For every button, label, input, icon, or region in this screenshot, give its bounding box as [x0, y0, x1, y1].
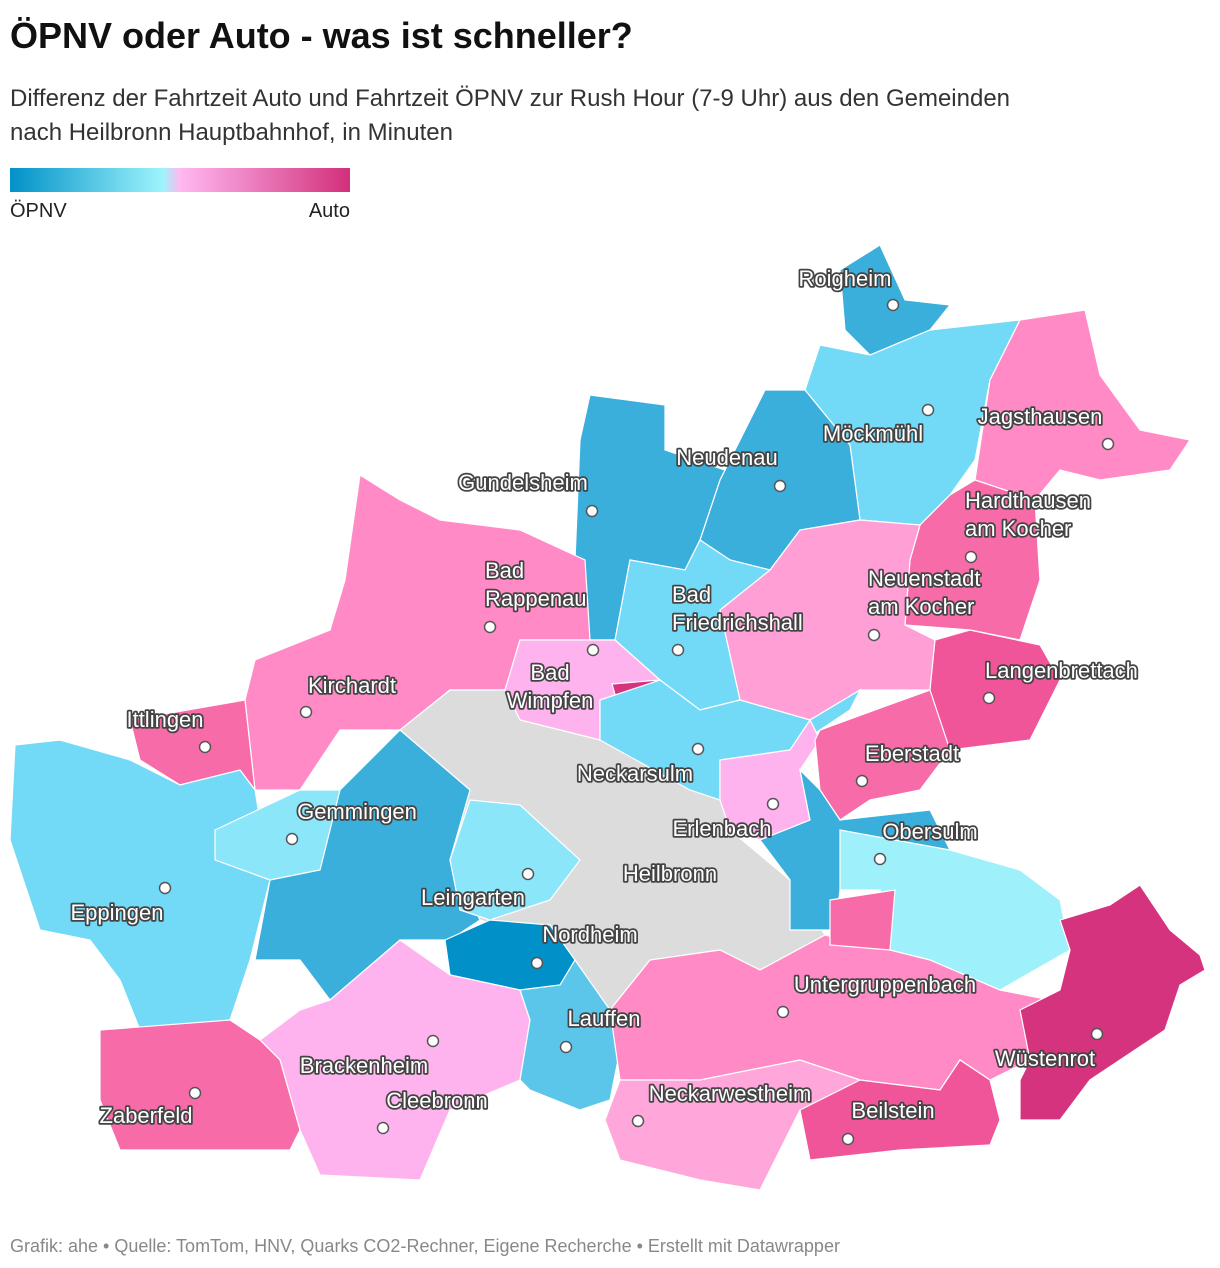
- place-label: Neuenstadt: [868, 566, 981, 591]
- region: [449, 799, 581, 921]
- place-dot: [964, 550, 978, 564]
- place-label: Eberstadt: [865, 741, 959, 766]
- region: [519, 958, 621, 1111]
- place-dot: [671, 643, 685, 657]
- place-label: Neudenau: [676, 445, 778, 470]
- place-dot: [982, 691, 996, 705]
- legend-low: ÖPNV: [10, 200, 67, 222]
- place-label: Jagsthausen: [978, 404, 1103, 429]
- place-dot: [521, 867, 535, 881]
- place-label: Hardthausen: [965, 488, 1091, 513]
- place-dot: [1101, 437, 1115, 451]
- legend-high: Auto: [309, 200, 350, 222]
- subtitle: Differenz der Fahrtzeit Auto und Fahrtze…: [10, 85, 1010, 112]
- place-dot: [841, 1132, 855, 1146]
- place-label: Bad: [485, 558, 524, 583]
- place-dot: [766, 797, 780, 811]
- place-label: Friedrichshall: [672, 610, 803, 635]
- place-label: Zaberfeld: [100, 1103, 193, 1128]
- region: [99, 1019, 301, 1151]
- place-dot: [773, 479, 787, 493]
- place-label: Cleebronn: [386, 1088, 488, 1113]
- place-dot: [631, 1114, 645, 1128]
- place-dot: [867, 628, 881, 642]
- place-dot: [198, 740, 212, 754]
- place-label: Obersulm: [882, 819, 977, 844]
- place-dot: [483, 620, 497, 634]
- place-label: Möckmühl: [823, 421, 923, 446]
- place-label: Roigheim: [799, 266, 892, 291]
- place-label: Langenbrettach: [985, 658, 1138, 683]
- places: Roigheim Möckmühl Jagsthausen Neudenau Gunde…: [69, 264, 1140, 1146]
- place-label: Bad: [672, 582, 711, 607]
- place-dot: [886, 298, 900, 312]
- place-dot: [188, 1086, 202, 1100]
- regions: [9, 244, 1206, 1191]
- place-dot: [873, 852, 887, 866]
- place-label: Nordheim: [542, 922, 637, 947]
- place-label: Neckarsulm: [577, 761, 693, 786]
- place-label: Ittlingen: [126, 707, 203, 732]
- place-dot: [285, 832, 299, 846]
- place-label: Gemmingen: [297, 799, 417, 824]
- place-label: Wimpfen: [507, 688, 594, 713]
- place-label: Bad: [530, 660, 569, 685]
- subtitle: nach Heilbronn Hauptbahnhof, in Minuten: [10, 119, 453, 146]
- place-label: Wüstenrot: [995, 1046, 1095, 1071]
- place-label: Heilbronn: [623, 861, 717, 886]
- place-label: am Kocher: [965, 516, 1071, 541]
- place-dot: [530, 956, 544, 970]
- footer: Grafik: ahe • Quelle: TomTom, HNV, Quark…: [10, 1236, 840, 1256]
- title: ÖPNV oder Auto - was ist schneller?: [10, 15, 633, 56]
- place-dot: [776, 1005, 790, 1019]
- place-label: Leingarten: [421, 885, 525, 910]
- place-dot: [376, 1121, 390, 1135]
- place-label: Erlenbach: [672, 816, 771, 841]
- legend-gradient: [10, 168, 350, 192]
- region: [814, 689, 951, 821]
- place-dot: [299, 705, 313, 719]
- place-dot: [1090, 1027, 1104, 1041]
- region: [974, 309, 1191, 501]
- place-label: Beilstein: [851, 1098, 934, 1123]
- place-dot: [559, 1040, 573, 1054]
- place-dot: [585, 504, 599, 518]
- place-label: Rappenau: [485, 586, 587, 611]
- place-label: Kirchardt: [308, 673, 396, 698]
- place-label: Eppingen: [71, 900, 164, 925]
- place-dot: [426, 1034, 440, 1048]
- place-dot: [921, 403, 935, 417]
- place-dot: [158, 881, 172, 895]
- place-label: Untergruppenbach: [794, 972, 976, 997]
- place-label: Neckarwestheim: [649, 1081, 812, 1106]
- place-label: Lauffen: [567, 1006, 640, 1031]
- place-dot: [691, 742, 705, 756]
- region: [829, 889, 896, 951]
- place-label: Brackenheim: [300, 1053, 428, 1078]
- place-dot: [855, 774, 869, 788]
- region: [599, 679, 862, 801]
- place-label: am Kocher: [868, 594, 974, 619]
- place-dot: [586, 643, 600, 657]
- place-label: Gundelsheim: [458, 470, 588, 495]
- region: [9, 739, 271, 1031]
- region: [1019, 884, 1206, 1121]
